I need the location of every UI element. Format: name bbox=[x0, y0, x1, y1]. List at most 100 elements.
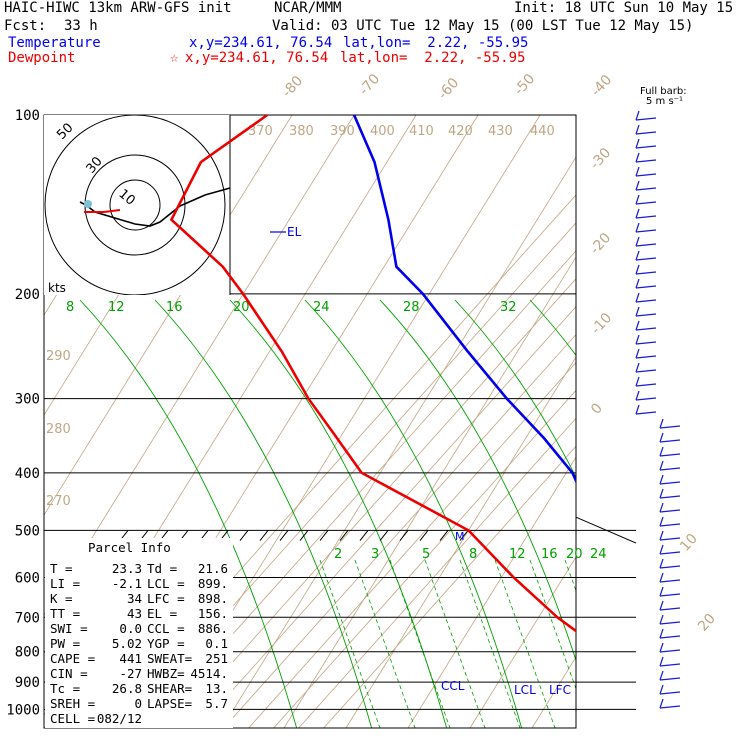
wind-barb-flag bbox=[659, 572, 664, 583]
isotherm-label: 10 bbox=[677, 531, 701, 555]
mixing-ratio-line bbox=[319, 559, 381, 728]
isotherm-line bbox=[407, 456, 576, 728]
wind-barb-flag bbox=[635, 320, 640, 331]
el-mark-label: EL bbox=[287, 225, 302, 239]
isotherm-line bbox=[656, 115, 740, 728]
pressure-tick-label: 200 bbox=[15, 287, 40, 303]
mixing-ratio-label: 12 bbox=[509, 547, 526, 562]
mixing-ratio-label: 8 bbox=[469, 547, 477, 562]
mixing-ratio-line bbox=[389, 559, 451, 728]
wind-barb bbox=[659, 705, 681, 709]
dry-adiabat-line bbox=[173, 278, 576, 728]
wind-barb bbox=[635, 327, 657, 331]
wind-barb bbox=[659, 439, 681, 443]
parcel-info-value: 4514. bbox=[190, 666, 228, 681]
temperature-xy: x,y=234.61, 76.54 bbox=[189, 35, 333, 51]
parcel-info-key: YGP = bbox=[147, 636, 185, 651]
wind-barb-flag bbox=[635, 138, 640, 149]
wind-barb-flag bbox=[659, 446, 664, 457]
dry-adiabat-label: 400 bbox=[370, 124, 395, 139]
isotherm-label: -10 bbox=[588, 310, 615, 338]
parcel-info-value: 0 bbox=[134, 696, 142, 711]
wind-barb bbox=[635, 173, 657, 177]
moist-adiabat-line bbox=[229, 299, 448, 728]
valid-time: Valid: 03 UTC Tue 12 May 15 (00 LST Tue … bbox=[272, 18, 694, 34]
lfc-mark-label: LFC bbox=[549, 683, 571, 697]
wind-barb bbox=[659, 593, 681, 597]
parcel-info-key: Td = bbox=[147, 561, 177, 576]
isotherm-label: 0 bbox=[588, 400, 606, 417]
parcel-info-key: LAPSE= bbox=[147, 696, 192, 711]
parcel-info-key: K = bbox=[50, 591, 73, 606]
wind-barb-flag bbox=[659, 614, 664, 625]
wind-barb-flag bbox=[635, 236, 640, 247]
wind-barb bbox=[659, 425, 681, 429]
moist-adiabat-label: 20 bbox=[233, 300, 250, 315]
isotherm-line bbox=[221, 156, 576, 728]
pressure-tick-label: 1000 bbox=[6, 702, 40, 718]
pressure-tick-label: 500 bbox=[15, 523, 40, 539]
isotherm-label: -80 bbox=[279, 73, 306, 101]
moist-adiabat-label: 12 bbox=[108, 300, 125, 315]
wind-barb-flag bbox=[659, 642, 664, 653]
parcel-info-key: CAPE = bbox=[50, 651, 95, 666]
parcel-info-value: 156. bbox=[198, 606, 228, 621]
wind-barb bbox=[659, 663, 681, 667]
isotherm-line bbox=[469, 556, 576, 728]
wind-barb-flag bbox=[659, 530, 664, 541]
barb-key-line1: Full barb: bbox=[640, 86, 687, 97]
mixing-ratio-line bbox=[564, 559, 576, 592]
parcel-info-value: 898. bbox=[198, 591, 228, 606]
wind-barb-flag bbox=[659, 460, 664, 471]
wind-barb bbox=[659, 467, 681, 471]
wind-barb-flag bbox=[659, 586, 664, 597]
melting-level-hatch bbox=[279, 530, 289, 541]
wind-barb bbox=[635, 397, 657, 401]
model-title: HAIC-HIWC 13km ARW-GFS init bbox=[4, 0, 232, 16]
wind-barb bbox=[659, 691, 681, 695]
isotherm-line bbox=[345, 356, 576, 728]
org-name: NCAR/MMM bbox=[274, 0, 342, 16]
wind-barb-flag bbox=[635, 264, 640, 275]
ccl-mark-label: CCL bbox=[441, 679, 465, 693]
mixing-ratio-line bbox=[494, 559, 556, 728]
isotherm-line bbox=[44, 115, 355, 616]
dry-adiabat-label: 290 bbox=[46, 349, 71, 364]
wind-barb-flag bbox=[659, 474, 664, 485]
dry-adiabat-line bbox=[273, 389, 576, 728]
parcel-info-value: 43 bbox=[127, 606, 142, 621]
wind-barb bbox=[635, 131, 657, 135]
dry-adiabat-line bbox=[298, 417, 576, 728]
isotherm-label: -20 bbox=[587, 230, 614, 258]
mixing-ratio-label: 2 bbox=[334, 547, 342, 562]
moist-adiabat-line bbox=[79, 299, 298, 728]
parcel-info-value: 082/12 bbox=[97, 711, 142, 726]
wind-barb-flag bbox=[659, 432, 664, 443]
parcel-info-value: 0.0 bbox=[119, 621, 142, 636]
temperature-latlon: lat,lon= 2.22, -55.95 bbox=[343, 35, 529, 51]
dewpoint-profile-line bbox=[169, 115, 576, 633]
wind-barb-flag bbox=[635, 334, 640, 345]
parcel-info-value: 886. bbox=[198, 621, 228, 636]
moist-adiabat-label: 24 bbox=[313, 300, 330, 315]
wind-barb bbox=[659, 523, 681, 527]
wind-barb-flag bbox=[659, 670, 664, 681]
isotherm-label: 20 bbox=[695, 611, 719, 635]
parcel-info-key: TT = bbox=[50, 606, 80, 621]
parcel-info-key: HWBZ= bbox=[147, 666, 185, 681]
wind-barb bbox=[635, 285, 657, 289]
dry-adiabat-line bbox=[248, 361, 576, 728]
parcel-info-key: CELL = bbox=[50, 711, 95, 726]
melting-level-hatch bbox=[239, 530, 249, 541]
hodograph-ring bbox=[44, 115, 226, 295]
wind-barb bbox=[635, 187, 657, 191]
wind-barb bbox=[659, 551, 681, 555]
parcel-info-value: 23.3 bbox=[112, 561, 142, 576]
parcel-info-key: SREH = bbox=[50, 696, 95, 711]
dry-adiabat-label: 270 bbox=[46, 494, 71, 509]
parcel-info-value: 441 bbox=[119, 651, 142, 666]
wind-barb bbox=[659, 579, 681, 583]
isotherm-label: -50 bbox=[511, 71, 538, 99]
parcel-info-key: T = bbox=[50, 561, 73, 576]
dry-adiabat-label: 410 bbox=[409, 124, 434, 139]
